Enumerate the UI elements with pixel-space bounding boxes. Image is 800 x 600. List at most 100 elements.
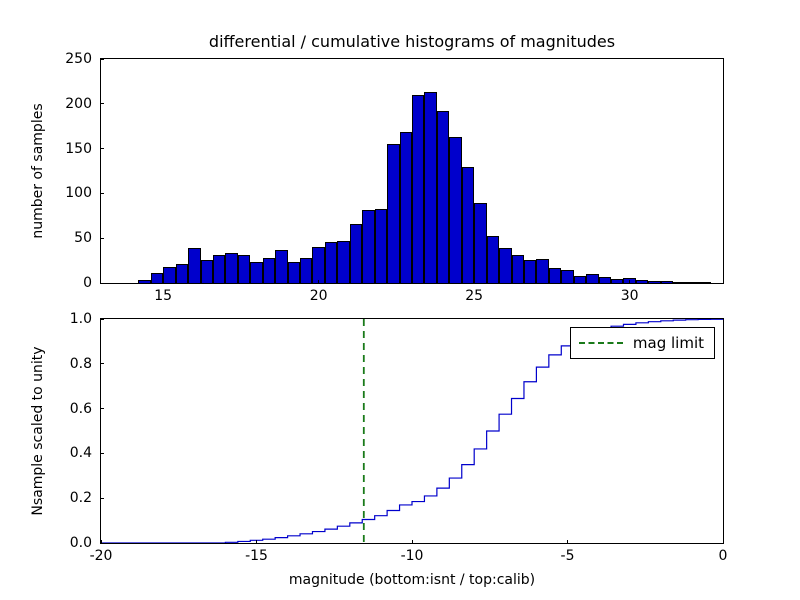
y-tick-label: 50	[74, 230, 92, 247]
histogram-bar	[573, 275, 587, 283]
histogram-bar	[138, 280, 151, 283]
histogram-bar	[611, 278, 624, 283]
x-tick-mark	[256, 540, 257, 544]
histogram-bar	[598, 276, 612, 283]
y-tick-mark	[100, 408, 104, 410]
histogram-bar	[287, 261, 301, 283]
histogram-bar	[499, 248, 512, 283]
histogram-bar	[175, 264, 189, 283]
histogram-bar	[399, 132, 412, 283]
x-tick-label: -20	[89, 548, 113, 564]
y-tick-mark	[100, 318, 104, 320]
histogram-bar	[212, 255, 226, 283]
histogram-bar	[648, 281, 661, 283]
histogram-bar	[349, 223, 363, 283]
histogram-bar	[200, 259, 213, 283]
y-tick-label: 1.0	[69, 311, 92, 327]
x-tick-mark	[100, 540, 102, 544]
histogram-bar	[561, 270, 574, 283]
histogram-bar	[685, 282, 699, 283]
histogram-bar	[586, 274, 599, 283]
histogram-bar	[312, 247, 325, 283]
x-tick-label: 25	[465, 288, 484, 304]
x-tick-label: 20	[309, 288, 328, 304]
x-tick-label: -5	[560, 548, 575, 564]
x-tick-mark	[411, 540, 413, 544]
histogram-bar	[387, 144, 400, 283]
histogram-bar	[225, 253, 238, 283]
legend-label-mag-limit: mag limit	[632, 334, 704, 352]
y-tick-mark	[100, 192, 104, 194]
histogram-bars	[101, 59, 723, 283]
differential-histogram-axes	[100, 58, 724, 284]
histogram-bar	[337, 240, 350, 283]
x-tick-label: 0	[718, 548, 728, 564]
legend-dashed-line-icon	[578, 342, 623, 344]
histogram-bar	[275, 249, 288, 283]
x-tick-mark	[318, 280, 320, 284]
y-tick-label: 0	[83, 275, 92, 291]
y-tick-mark	[100, 452, 104, 454]
y-tick-label: 0.0	[69, 535, 92, 551]
histogram-bar	[635, 280, 649, 283]
y-tick-label: 250	[65, 51, 92, 67]
histogram-bar	[461, 167, 475, 283]
y-tick-label: 0.4	[69, 445, 92, 462]
y-tick-mark	[100, 497, 104, 499]
y-tick-mark	[100, 363, 104, 365]
histogram-bar	[536, 258, 549, 283]
histogram-bar	[474, 203, 487, 283]
histogram-bar	[673, 282, 686, 283]
x-tick-label: -15	[245, 548, 268, 564]
histogram-bar	[660, 281, 674, 283]
bottom-y-axis-label: Nsample scaled to unity	[30, 346, 46, 516]
histogram-bar	[250, 261, 263, 283]
histogram-bar	[262, 257, 276, 283]
y-tick-label: 150	[65, 140, 92, 157]
y-tick-label: 0.2	[69, 490, 92, 507]
histogram-bar	[374, 208, 388, 283]
histogram-bar	[486, 236, 500, 283]
histogram-bar	[237, 255, 251, 283]
histogram-bar	[548, 267, 562, 283]
cumulative-curve-svg	[101, 318, 724, 544]
x-tick-mark	[722, 540, 724, 544]
x-tick-label: 15	[154, 288, 173, 304]
histogram-bar	[188, 248, 201, 283]
y-tick-label: 200	[65, 95, 92, 112]
x-tick-mark	[162, 280, 164, 284]
histogram-bar	[324, 241, 338, 283]
histogram-bar	[511, 255, 524, 283]
histogram-bar	[163, 266, 176, 283]
x-axis-label: magnitude (bottom:isnt / top:calib)	[288, 572, 536, 588]
histogram-bar	[436, 110, 450, 283]
histogram-bar	[150, 273, 164, 283]
y-tick-mark	[100, 237, 104, 239]
legend[interactable]: mag limit	[569, 327, 715, 359]
top-y-axis-label: number of samples	[30, 103, 46, 239]
y-tick-label: 100	[65, 185, 92, 202]
histogram-bar	[698, 282, 711, 283]
y-tick-mark	[100, 282, 104, 284]
histogram-bar	[424, 92, 437, 283]
x-tick-mark	[473, 280, 475, 284]
x-tick-mark	[567, 540, 568, 544]
x-tick-mark	[629, 280, 631, 284]
histogram-bar	[523, 259, 537, 283]
histogram-bar	[412, 94, 425, 283]
chart-title: differential / cumulative histograms of …	[208, 32, 616, 51]
histogram-bar	[362, 209, 375, 283]
y-tick-mark	[100, 58, 104, 60]
y-tick-mark	[100, 542, 104, 544]
y-tick-label: 0.6	[69, 400, 92, 417]
x-tick-label: 30	[620, 288, 639, 304]
y-tick-mark	[100, 148, 104, 150]
y-tick-mark	[100, 103, 104, 105]
y-tick-label: 0.8	[69, 355, 92, 372]
x-tick-label: -10	[400, 548, 424, 564]
cumulative-histogram-axes: mag limit	[100, 318, 724, 544]
histogram-bar	[449, 136, 462, 283]
histogram-bar	[300, 257, 313, 283]
cumulative-curve	[101, 318, 724, 544]
